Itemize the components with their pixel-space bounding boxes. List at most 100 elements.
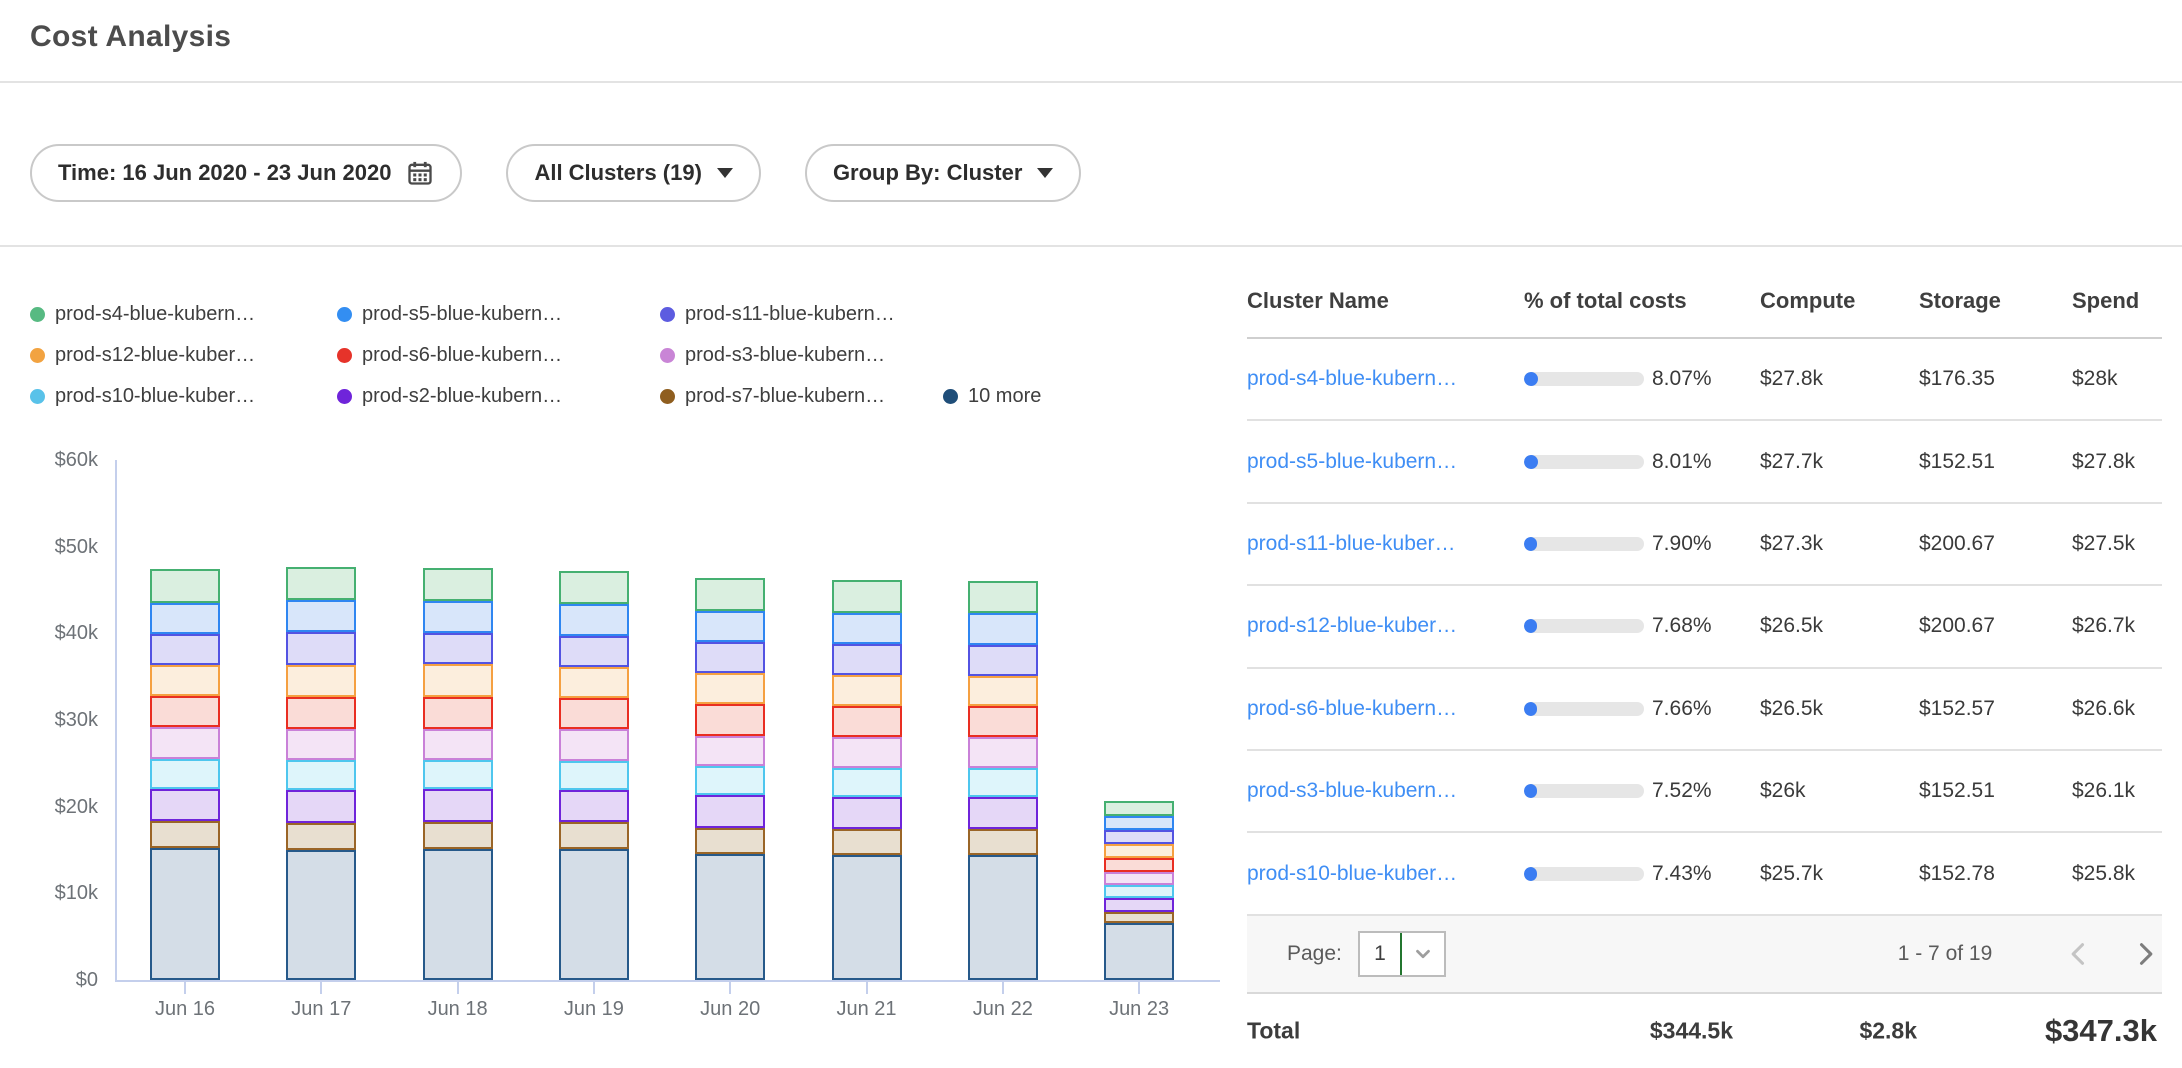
bar-segment[interactable] <box>968 855 1038 980</box>
bar-segment[interactable] <box>423 568 493 601</box>
bar-segment[interactable] <box>150 789 220 822</box>
bar-segment[interactable] <box>1104 872 1174 885</box>
legend-item[interactable]: prod-s5-blue-kubern… <box>337 303 660 326</box>
bar-segment[interactable] <box>695 704 765 735</box>
bar-segment[interactable] <box>286 823 356 850</box>
bar-segment[interactable] <box>832 829 902 855</box>
bar-segment[interactable] <box>559 729 629 760</box>
bar-segment[interactable] <box>423 760 493 790</box>
bar-segment[interactable] <box>968 676 1038 706</box>
cluster-name-link[interactable]: prod-s5-blue-kubern… <box>1247 450 1524 474</box>
bar-segment[interactable] <box>559 604 629 636</box>
bar-segment[interactable] <box>1104 923 1174 980</box>
cluster-name-link[interactable]: prod-s12-blue-kuber… <box>1247 614 1524 638</box>
bar-segment[interactable] <box>559 761 629 791</box>
previous-page-button[interactable] <box>2065 940 2093 968</box>
bar-segment[interactable] <box>832 580 902 612</box>
bar-segment[interactable] <box>559 667 629 698</box>
legend-item[interactable]: prod-s7-blue-kubern… <box>660 385 943 408</box>
bar-segment[interactable] <box>832 706 902 737</box>
bar-segment[interactable] <box>559 698 629 729</box>
bar-segment[interactable] <box>968 581 1038 613</box>
bar-segment[interactable] <box>150 634 220 664</box>
bar-segment[interactable] <box>968 613 1038 644</box>
bar-segment[interactable] <box>695 611 765 642</box>
bar-segment[interactable] <box>286 729 356 760</box>
bar-segment[interactable] <box>150 603 220 634</box>
bar-segment[interactable] <box>968 737 1038 767</box>
bar-segment[interactable] <box>1104 858 1174 872</box>
legend-item[interactable]: prod-s12-blue-kuber… <box>30 344 337 367</box>
bar-segment[interactable] <box>695 736 765 766</box>
legend-item[interactable]: prod-s3-blue-kubern… <box>660 344 943 367</box>
bar-segment[interactable] <box>695 766 765 796</box>
legend-item[interactable]: prod-s11-blue-kubern… <box>660 303 943 326</box>
group-by-dropdown[interactable]: Group By: Cluster <box>805 144 1081 202</box>
bar-segment[interactable] <box>1104 898 1174 912</box>
legend-item[interactable]: 10 more <box>943 385 1041 408</box>
bar-segment[interactable] <box>832 675 902 706</box>
legend-item[interactable]: prod-s6-blue-kubern… <box>337 344 660 367</box>
legend-item[interactable]: prod-s2-blue-kubern… <box>337 385 660 408</box>
bar-segment[interactable] <box>832 797 902 829</box>
bar-segment[interactable] <box>559 571 629 604</box>
bar-segment[interactable] <box>286 665 356 697</box>
bar-segment[interactable] <box>150 821 220 848</box>
bar-segment[interactable] <box>695 828 765 854</box>
bar-segment[interactable] <box>286 790 356 823</box>
legend-item[interactable]: prod-s4-blue-kubern… <box>30 303 337 326</box>
bar-segment[interactable] <box>832 768 902 798</box>
cluster-name-link[interactable]: prod-s11-blue-kuber… <box>1247 532 1524 556</box>
bar-segment[interactable] <box>150 696 220 727</box>
bar-segment[interactable] <box>423 633 493 664</box>
cluster-name-link[interactable]: prod-s3-blue-kubern… <box>1247 779 1524 803</box>
bar-segment[interactable] <box>423 849 493 980</box>
bar-segment[interactable] <box>968 797 1038 829</box>
bar-segment[interactable] <box>286 697 356 729</box>
bar-segment[interactable] <box>968 768 1038 798</box>
cluster-name-link[interactable]: prod-s6-blue-kubern… <box>1247 697 1524 721</box>
bar-segment[interactable] <box>1104 885 1174 898</box>
bar-segment[interactable] <box>286 632 356 664</box>
bar-segment[interactable] <box>150 759 220 789</box>
bar-segment[interactable] <box>423 697 493 729</box>
bar-segment[interactable] <box>695 642 765 673</box>
bar-segment[interactable] <box>695 854 765 981</box>
bar-segment[interactable] <box>286 850 356 980</box>
bar-segment[interactable] <box>695 673 765 704</box>
bar-segment[interactable] <box>968 645 1038 676</box>
bar-segment[interactable] <box>1104 816 1174 830</box>
bar-segment[interactable] <box>423 729 493 760</box>
bar-segment[interactable] <box>1104 844 1174 858</box>
cluster-name-link[interactable]: prod-s4-blue-kubern… <box>1247 367 1524 391</box>
bar-segment[interactable] <box>150 848 220 980</box>
bar-segment[interactable] <box>832 855 902 980</box>
bar-segment[interactable] <box>1104 830 1174 844</box>
bar-segment[interactable] <box>695 578 765 611</box>
legend-item[interactable]: prod-s10-blue-kuber… <box>30 385 337 408</box>
next-page-button[interactable] <box>2131 940 2159 968</box>
bar-segment[interactable] <box>150 569 220 603</box>
bar-segment[interactable] <box>286 760 356 790</box>
cluster-name-link[interactable]: prod-s10-blue-kuber… <box>1247 862 1524 886</box>
bar-segment[interactable] <box>286 567 356 601</box>
bar-segment[interactable] <box>1104 801 1174 816</box>
bar-segment[interactable] <box>423 822 493 849</box>
bar-segment[interactable] <box>832 613 902 644</box>
bar-segment[interactable] <box>559 849 629 980</box>
bar-segment[interactable] <box>559 822 629 849</box>
bar-segment[interactable] <box>968 706 1038 737</box>
bar-segment[interactable] <box>695 795 765 827</box>
bar-segment[interactable] <box>1104 912 1174 923</box>
bar-segment[interactable] <box>832 737 902 767</box>
bar-segment[interactable] <box>423 789 493 822</box>
bar-segment[interactable] <box>150 665 220 696</box>
clusters-filter-dropdown[interactable]: All Clusters (19) <box>506 144 761 202</box>
bar-segment[interactable] <box>559 790 629 822</box>
bar-segment[interactable] <box>150 727 220 759</box>
time-range-filter[interactable]: Time: 16 Jun 2020 - 23 Jun 2020 <box>30 144 462 202</box>
page-select[interactable]: 1 <box>1358 931 1446 977</box>
bar-segment[interactable] <box>559 636 629 667</box>
bar-segment[interactable] <box>968 829 1038 855</box>
bar-segment[interactable] <box>286 600 356 632</box>
